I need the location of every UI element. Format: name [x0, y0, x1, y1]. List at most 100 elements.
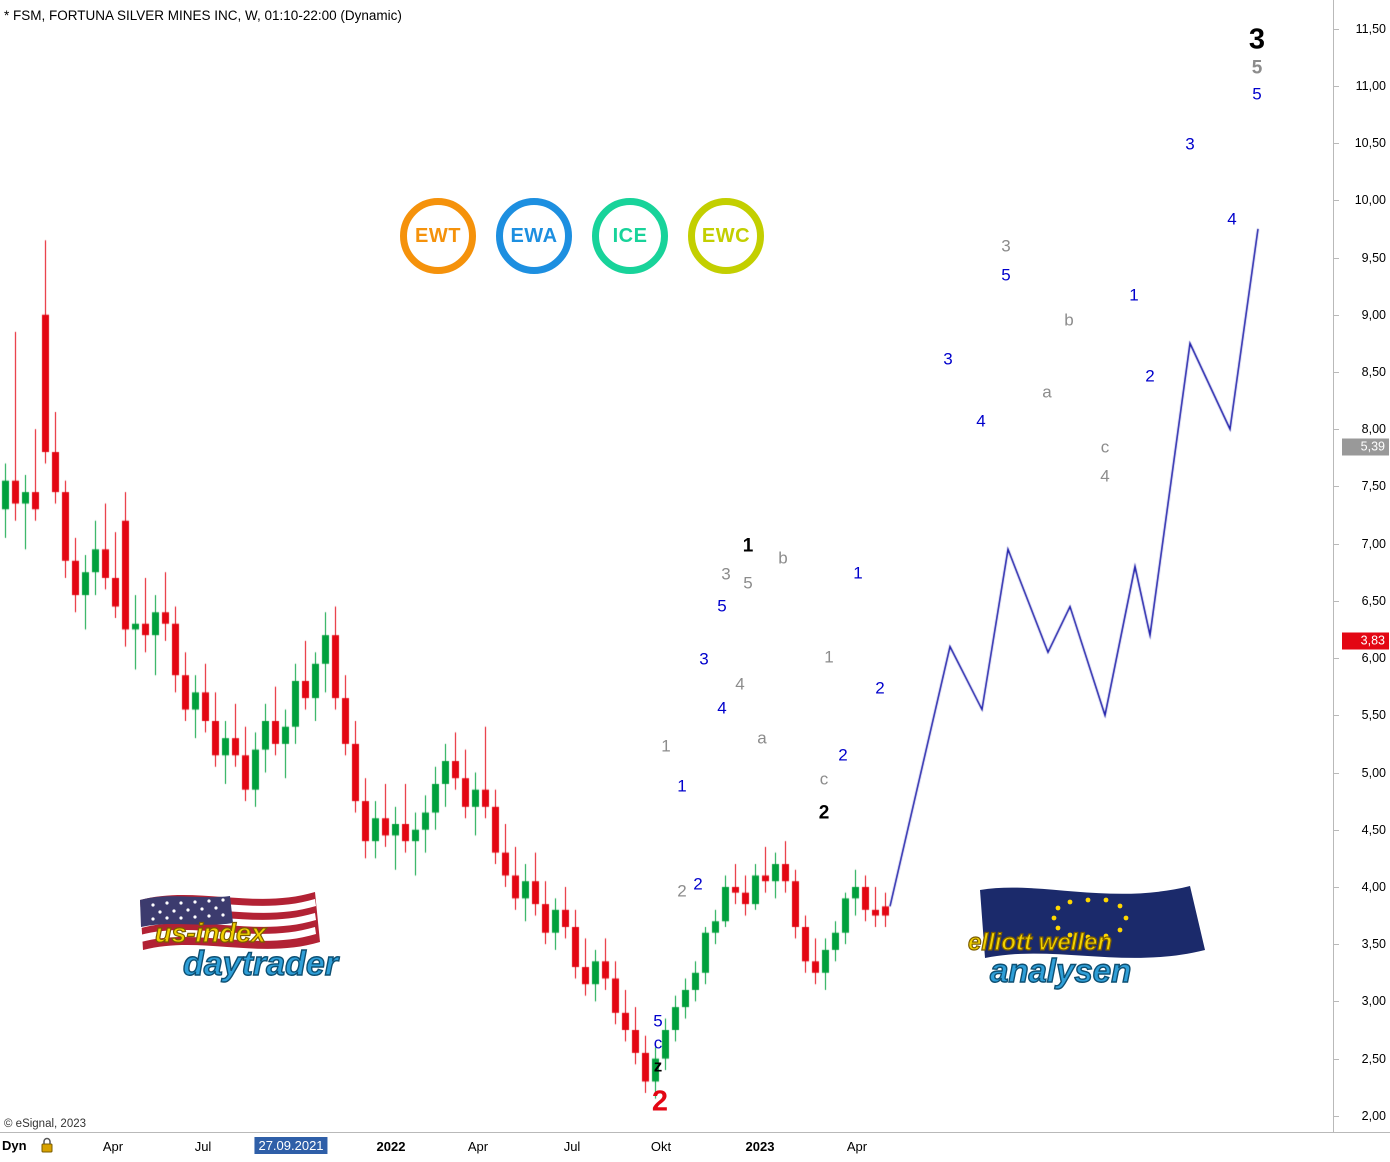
wave-label: a [757, 728, 767, 748]
wave-label: c [1100, 437, 1110, 457]
price-tick: 8,00 [1361, 422, 1386, 437]
price-tick: 3,00 [1361, 994, 1386, 1009]
price-tick-mark [1334, 829, 1339, 831]
price-tick: 7,00 [1361, 536, 1386, 551]
copyright-label: © eSignal, 2023 [4, 1118, 87, 1130]
watermark-line1: us-index [155, 918, 267, 948]
wave-label: b [1064, 310, 1074, 330]
wave-label: 5 [1252, 84, 1262, 104]
wave-label: 5 [1001, 265, 1011, 285]
price-tick-mark [1334, 1058, 1339, 1060]
wave-label: 5 [717, 596, 727, 616]
price-tick: 2,00 [1361, 1108, 1386, 1123]
price-tick-mark [1334, 314, 1339, 316]
time-tick: Okt [650, 1139, 672, 1154]
time-tick: Apr [102, 1139, 124, 1154]
wave-label: 2 [838, 745, 848, 765]
wave-label: 4 [976, 411, 986, 431]
price-tick-mark [1334, 600, 1339, 602]
price-tick: 3,50 [1361, 937, 1386, 952]
wave-label: 3 [943, 349, 953, 369]
wave-label: 1 [661, 736, 671, 756]
price-tick: 10,00 [1354, 193, 1386, 208]
price-tag-last: 3,83 [1342, 632, 1389, 650]
time-tick: 2022 [376, 1139, 406, 1154]
watermark-us-index-daytrader: us-index daytrader [135, 880, 425, 990]
logo-ewc-label: EWC [701, 224, 751, 247]
price-tick: 9,50 [1361, 250, 1386, 265]
price-tick: 11,00 [1355, 78, 1386, 93]
price-tick-mark [1334, 85, 1339, 87]
wave-label: 2 [818, 802, 830, 824]
wave-label: 2 [875, 678, 885, 698]
wave-label: 2 [677, 881, 687, 901]
price-tick-mark [1334, 143, 1339, 145]
wave-label: z [653, 1056, 663, 1076]
logo-ewt-label: EWT [415, 224, 461, 247]
wave-label: 2 [1145, 366, 1155, 386]
wave-label: 5 [1251, 57, 1263, 79]
wave-label: a [1042, 382, 1052, 402]
price-tick-mark [1334, 486, 1339, 488]
logo-ice: ICE [592, 198, 668, 274]
price-tick: 9,00 [1361, 307, 1386, 322]
wave-label: 3 [699, 649, 709, 669]
price-tag-level: 5,39 [1342, 438, 1389, 456]
watermark-line2: daytrader [183, 945, 340, 983]
price-tick-mark [1334, 200, 1339, 202]
brand-logo-row: EWT EWA ICE EWC [400, 198, 764, 274]
wave-label: 1 [1129, 285, 1139, 305]
price-tick-mark [1334, 28, 1339, 30]
price-tick-mark [1334, 658, 1339, 660]
watermark-line1: elliott wellen [968, 929, 1112, 956]
logo-ewt: EWT [400, 198, 476, 274]
wave-label: b [778, 548, 788, 568]
wave-label: 4 [735, 674, 745, 694]
dyn-label: Dyn [2, 1138, 27, 1153]
wave-label: c [653, 1033, 663, 1053]
price-tick: 4,50 [1361, 822, 1386, 837]
wave-label: 3 [1185, 134, 1195, 154]
eu-flag-icon: elliott wellen analysen [967, 886, 1205, 990]
price-tick-mark [1334, 543, 1339, 545]
price-tick: 7,50 [1361, 479, 1386, 494]
logo-ice-label: ICE [612, 224, 648, 247]
time-tick: 2023 [745, 1139, 775, 1154]
watermark-elliott-wellen-analysen: elliott wellen analysen [960, 880, 1230, 995]
wave-label: 3 [1248, 23, 1266, 56]
time-tick: Jul [194, 1139, 212, 1154]
wave-label: 1 [824, 647, 834, 667]
wave-label: 3 [721, 564, 731, 584]
wave-label: 5 [653, 1011, 663, 1031]
wave-label: c [819, 769, 829, 789]
price-tick: 6,50 [1361, 593, 1386, 608]
price-axis[interactable]: 11,50 11,00 10,50 10,00 9,50 9,00 8,50 8,00 7,50… [1333, 0, 1390, 1133]
wave-label: 4 [717, 698, 727, 718]
price-tick-mark [1334, 715, 1339, 717]
price-tick: 2,50 [1361, 1051, 1386, 1066]
wave-label: 3 [1001, 236, 1011, 256]
price-tick: 8,50 [1361, 364, 1386, 379]
time-axis[interactable]: Dyn Apr Jul 27.09.2021 2022 Apr Jul Okt 2023 Apr [0, 1132, 1390, 1162]
price-tick: 11,50 [1355, 21, 1386, 36]
price-tick-mark [1334, 886, 1339, 888]
time-tick: Jul [563, 1139, 581, 1154]
price-tick: 10,50 [1354, 136, 1386, 151]
wave-label: 1 [742, 535, 754, 557]
us-flag-icon: us-index daytrader [140, 892, 340, 984]
wave-label: 4 [1100, 466, 1110, 486]
price-tick-mark [1334, 257, 1339, 259]
wave-label: 1 [853, 563, 863, 583]
price-tick-mark [1334, 1115, 1339, 1117]
wave-label: 2 [693, 874, 703, 894]
wave-label: 1 [677, 776, 687, 796]
price-tick: 5,50 [1361, 708, 1386, 723]
price-tick-mark [1334, 1001, 1339, 1003]
time-tick: Apr [467, 1139, 489, 1154]
price-tick: 5,00 [1361, 765, 1386, 780]
lock-icon[interactable] [40, 1137, 54, 1153]
logo-ewc: EWC [688, 198, 764, 274]
price-tick: 4,00 [1361, 879, 1386, 894]
logo-ewa: EWA [496, 198, 572, 274]
